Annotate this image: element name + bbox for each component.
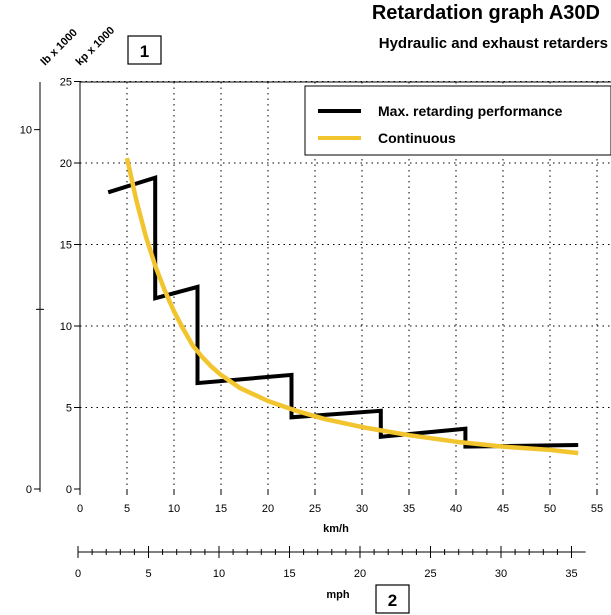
mph-tick-label-30: 30 bbox=[495, 568, 507, 580]
km-tick-label-25: 25 bbox=[309, 503, 321, 515]
box-1-label: 1 bbox=[140, 42, 149, 61]
km-tick-label-5: 5 bbox=[124, 503, 130, 515]
grid bbox=[80, 81, 611, 489]
km-tick-label-55: 55 bbox=[591, 503, 603, 515]
km-tick-label-0: 0 bbox=[77, 503, 83, 515]
km-tick-label-35: 35 bbox=[403, 503, 415, 515]
mph-axis: 0 5 10 15 20 25 30 35 bbox=[75, 546, 586, 580]
box-1: 1 bbox=[127, 35, 162, 65]
kp-tick-label-5: 5 bbox=[66, 403, 72, 415]
series-line-continuous bbox=[124, 157, 579, 456]
mph-tick-label-25: 25 bbox=[424, 568, 436, 580]
kp-axis: 0 5 10 15 20 25 bbox=[60, 77, 80, 496]
kp-tick-label-15: 15 bbox=[60, 240, 72, 252]
kp-tick-label-0: 0 bbox=[66, 484, 72, 496]
km-tick-label-30: 30 bbox=[356, 503, 368, 515]
kp-tick-label-20: 20 bbox=[60, 158, 72, 170]
series-line-max-retarding bbox=[107, 174, 579, 449]
lb-tick-label-0: 0 bbox=[26, 484, 32, 496]
box-2: 2 bbox=[375, 584, 410, 614]
km-tick-label-50: 50 bbox=[544, 503, 556, 515]
lb-tick-label-10: 10 bbox=[20, 125, 32, 137]
lb-axis: 01020304050 bbox=[20, 82, 44, 496]
km-tick-label-40: 40 bbox=[450, 503, 462, 515]
mph-tick-label-20: 20 bbox=[354, 568, 366, 580]
series bbox=[107, 157, 579, 456]
km-tick-label-15: 15 bbox=[215, 503, 227, 515]
mph-tick-label-15: 15 bbox=[283, 568, 295, 580]
mph-tick-label-10: 10 bbox=[213, 568, 225, 580]
km-axis-label: km/h bbox=[323, 523, 349, 535]
mph-axis-label: mph bbox=[326, 589, 350, 601]
legend-label-max: Max. retarding performance bbox=[378, 103, 563, 119]
mph-tick-label-5: 5 bbox=[145, 568, 151, 580]
km-tick-label-20: 20 bbox=[262, 503, 274, 515]
kp-tick-label-25: 25 bbox=[60, 77, 72, 89]
legend: Max. retarding performance Continuous bbox=[304, 85, 611, 156]
legend-label-continuous: Continuous bbox=[378, 130, 456, 146]
box-2-label: 2 bbox=[388, 591, 397, 610]
chart-subtitle: Hydraulic and exhaust retarders bbox=[379, 35, 608, 52]
km-tick-label-10: 10 bbox=[168, 503, 180, 515]
mph-tick-label-0: 0 bbox=[75, 568, 81, 580]
mph-tick-label-35: 35 bbox=[565, 568, 577, 580]
km-axis: 0 5 10 15 20 25 30 35 40 45 50 55 bbox=[77, 489, 603, 515]
kp-tick-label-10: 10 bbox=[60, 321, 72, 333]
lb-axis-label: lb x 1000 bbox=[39, 27, 80, 68]
km-tick-label-45: 45 bbox=[497, 503, 509, 515]
chart-title: Retardation graph A30D bbox=[372, 2, 600, 24]
kp-axis-label: kp x 1000 bbox=[74, 25, 118, 69]
